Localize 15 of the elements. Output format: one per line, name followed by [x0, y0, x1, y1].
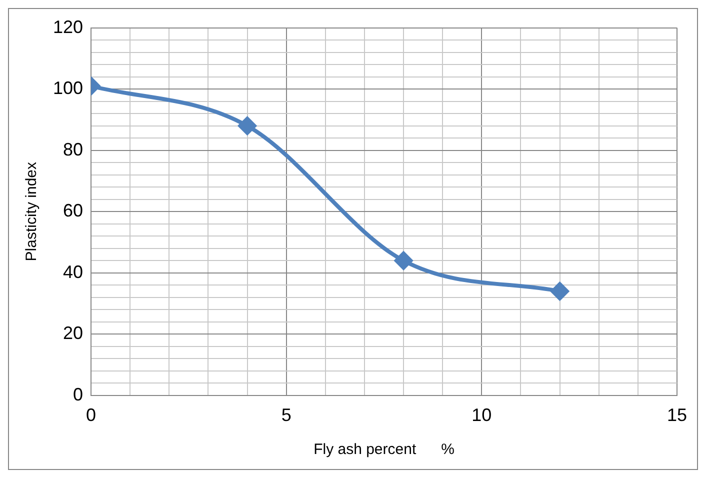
y-tick-label: 120 — [52, 16, 84, 37]
y-axis-title: Plasticity index — [23, 162, 40, 262]
x-tick-label: 10 — [472, 405, 492, 426]
y-tick-label: 0 — [73, 384, 84, 404]
x-axis-title: Fly ash percent % — [314, 441, 454, 458]
y-tick-label: 80 — [63, 139, 84, 160]
y-tick-label: 40 — [63, 262, 84, 282]
point — [550, 282, 569, 300]
point — [394, 252, 413, 270]
y-tick-label: 100 — [52, 78, 84, 98]
y-tick-label: 20 — [63, 323, 84, 344]
x-tick-label: 15 — [666, 405, 688, 426]
y-tick-label: 60 — [63, 200, 84, 221]
x-tick-label: 0 — [86, 405, 96, 426]
x-tick-label: 5 — [281, 405, 292, 426]
